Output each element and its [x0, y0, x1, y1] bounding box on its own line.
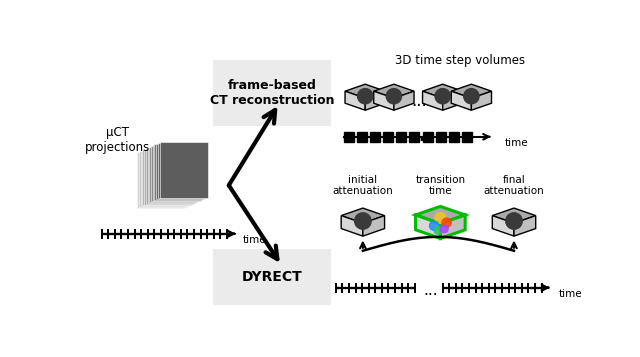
Polygon shape — [345, 84, 385, 98]
Bar — [344, 132, 353, 142]
Circle shape — [440, 225, 448, 233]
Bar — [149, 147, 197, 202]
Circle shape — [464, 89, 479, 104]
Polygon shape — [341, 216, 363, 236]
Polygon shape — [365, 91, 385, 110]
Bar — [141, 151, 189, 206]
Polygon shape — [492, 208, 536, 223]
Circle shape — [435, 89, 451, 104]
Text: final
attenuation: final attenuation — [484, 175, 545, 196]
Bar — [396, 132, 406, 142]
Polygon shape — [440, 215, 465, 238]
Circle shape — [355, 213, 371, 229]
Bar — [153, 145, 201, 201]
Polygon shape — [443, 91, 463, 110]
Bar — [154, 145, 202, 200]
Bar — [158, 143, 206, 198]
Text: time: time — [505, 138, 529, 148]
Bar — [213, 249, 331, 305]
Text: ...: ... — [409, 129, 426, 144]
Text: ...: ... — [412, 92, 428, 110]
Polygon shape — [451, 91, 472, 110]
Bar — [213, 60, 331, 126]
Bar — [144, 149, 192, 205]
Text: μCT
projections: μCT projections — [84, 126, 150, 154]
Text: DYRECT: DYRECT — [242, 270, 303, 284]
Bar — [156, 144, 204, 199]
Bar — [146, 148, 194, 204]
Bar — [449, 132, 459, 142]
Polygon shape — [374, 91, 394, 110]
Polygon shape — [394, 91, 414, 110]
Polygon shape — [472, 91, 492, 110]
Text: time: time — [559, 289, 582, 299]
Polygon shape — [374, 84, 414, 98]
Bar — [370, 132, 380, 142]
Text: frame-based
CT reconstruction: frame-based CT reconstruction — [210, 79, 335, 107]
Bar — [422, 132, 433, 142]
Bar — [151, 146, 199, 201]
Polygon shape — [345, 91, 365, 110]
Circle shape — [434, 227, 442, 234]
Polygon shape — [422, 91, 443, 110]
Polygon shape — [363, 216, 385, 236]
Polygon shape — [422, 84, 463, 98]
Polygon shape — [415, 215, 440, 238]
Polygon shape — [492, 216, 514, 236]
Bar — [138, 152, 186, 208]
Circle shape — [358, 89, 373, 104]
Circle shape — [435, 213, 446, 223]
Polygon shape — [514, 216, 536, 236]
Circle shape — [506, 213, 522, 229]
Polygon shape — [341, 208, 385, 223]
Bar — [356, 132, 367, 142]
Bar — [462, 132, 472, 142]
Bar — [410, 132, 419, 142]
Polygon shape — [451, 84, 492, 98]
Bar — [436, 132, 446, 142]
Text: time: time — [243, 235, 266, 245]
Polygon shape — [415, 206, 465, 223]
Circle shape — [386, 89, 401, 104]
Bar — [139, 151, 187, 207]
Text: 3D time step volumes: 3D time step volumes — [395, 54, 525, 67]
Circle shape — [442, 218, 451, 227]
Bar — [148, 147, 196, 203]
Bar — [383, 132, 393, 142]
Bar — [143, 150, 191, 205]
Bar — [159, 142, 207, 198]
Circle shape — [429, 221, 439, 230]
Text: ...: ... — [423, 282, 438, 297]
Text: transition
time: transition time — [415, 175, 465, 196]
Text: initial
attenuation: initial attenuation — [333, 175, 393, 196]
